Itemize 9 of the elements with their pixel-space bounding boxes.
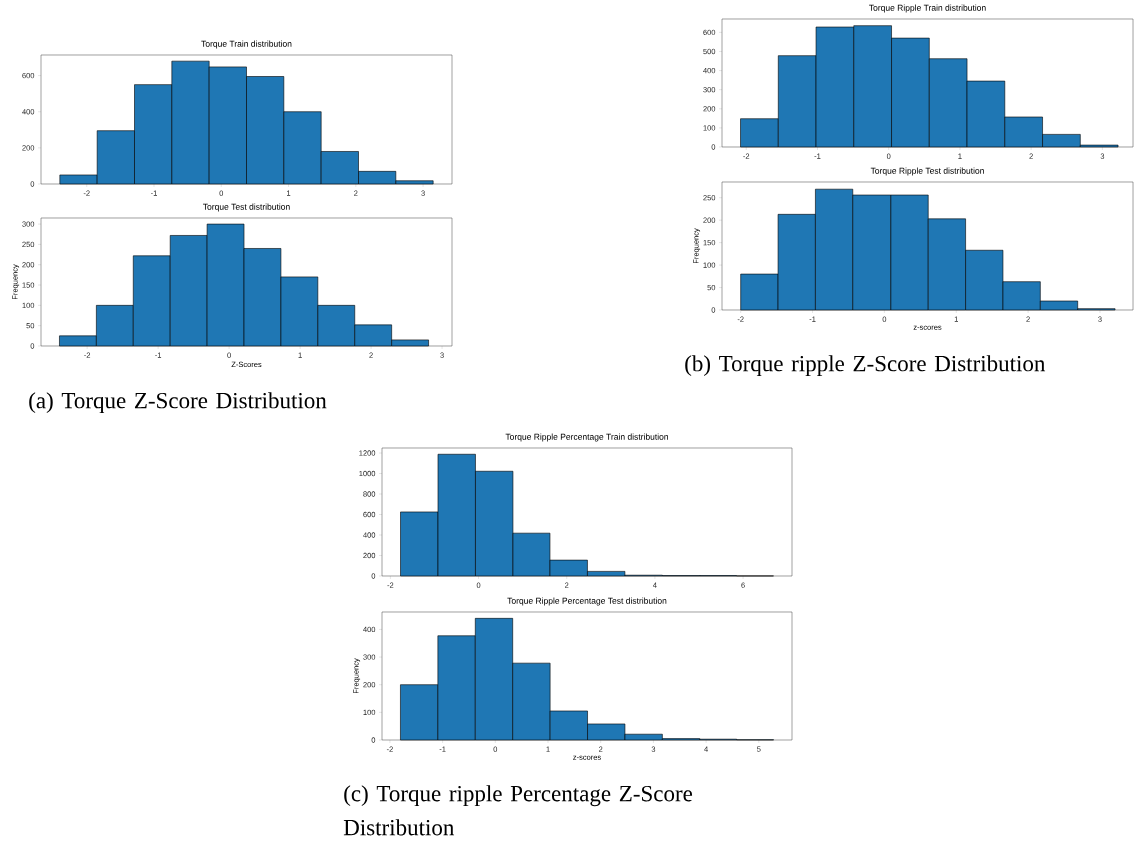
text: (a) Torque Z-Score Distribution (29, 392, 327, 414)
chart-title: Torque Train distribution (201, 40, 292, 49)
text: (c) Torque ripple Percentage Z-Score Distribution (343, 785, 693, 836)
text: (b) Torque ripple Z-Score Distribution (685, 355, 1046, 377)
chart-title: Torque Test distribution (202, 203, 290, 212)
chart-title: Torque Ripple Percentage Test distribution (507, 597, 667, 606)
chart-title: Torque Ripple Test distribution (870, 167, 984, 176)
chart-title: Torque Ripple Train distribution (869, 4, 986, 13)
chart-title: Torque Ripple Percentage Train distribution (505, 433, 668, 442)
